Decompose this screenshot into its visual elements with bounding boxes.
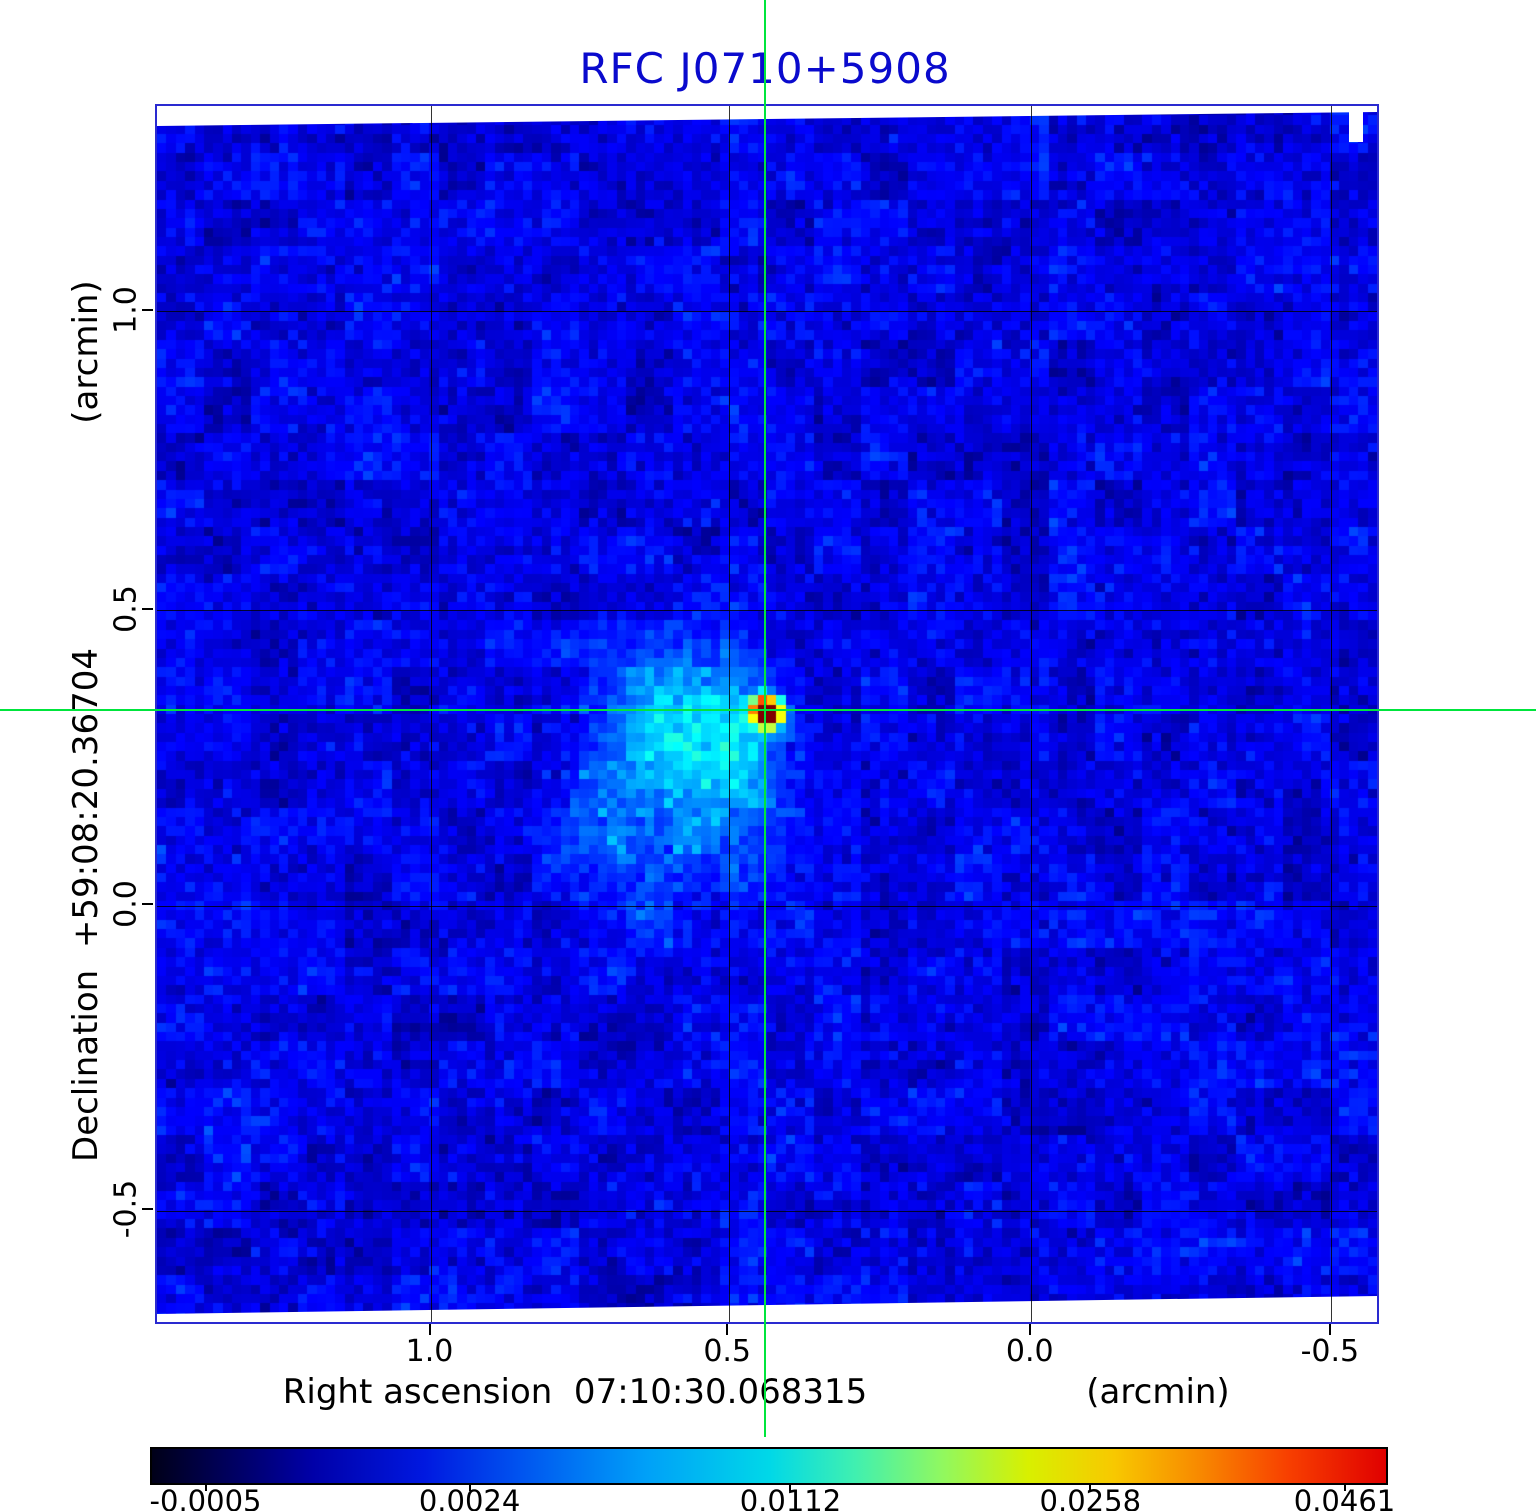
crosshair-horizontal-line	[0, 709, 1536, 711]
y-tick-label: 0.0	[108, 880, 144, 928]
colorbar-tick-mark	[204, 1483, 207, 1491]
x-tick-label: 0.0	[1005, 1334, 1054, 1369]
x-tick-mark	[1328, 1324, 1331, 1335]
x-axis-unit-label: (arcmin)	[1086, 1372, 1230, 1412]
x-tick-label: -0.5	[1300, 1334, 1360, 1369]
y-tick-mark	[142, 607, 153, 610]
colorbar	[150, 1447, 1388, 1485]
colorbar-tick-label: 0.0258	[1039, 1484, 1142, 1511]
x-gridline	[431, 106, 432, 1322]
colorbar-tick-label: 0.0024	[418, 1484, 521, 1511]
colorbar-tick-mark	[468, 1483, 471, 1491]
x-tick-mark	[428, 1324, 431, 1335]
y-gridline	[157, 610, 1377, 612]
x-tick-label: 0.5	[703, 1334, 752, 1369]
colorbar-tick-mark	[1343, 1483, 1346, 1491]
y-tick-mark	[142, 308, 153, 311]
colorbar-tick-mark	[1089, 1483, 1092, 1491]
y-tick-mark	[142, 903, 153, 906]
y-tick-label: -0.5	[108, 1180, 144, 1239]
sky-image-plot	[155, 104, 1379, 1324]
colorbar-tick-label: -0.0005	[149, 1484, 262, 1511]
y-axis-label: Declination +59:08:20.36704	[66, 648, 106, 1162]
y-tick-label: 1.0	[108, 285, 144, 334]
colorbar-gradient	[152, 1449, 1386, 1483]
y-gridline	[157, 311, 1377, 312]
x-tick-mark	[1028, 1324, 1031, 1335]
sky-image-canvas	[157, 106, 1377, 1322]
colorbar-tick-label: 0.0112	[739, 1484, 842, 1511]
x-tick-label: 1.0	[405, 1334, 454, 1369]
y-gridline	[157, 905, 1377, 907]
y-axis-unit-label: (arcmin)	[66, 280, 106, 424]
x-gridline	[1331, 106, 1333, 1322]
x-axis-label: Right ascension 07:10:30.068315	[282, 1372, 868, 1412]
colorbar-tick-mark	[789, 1483, 792, 1491]
colorbar-tick-label: 0.0461	[1293, 1484, 1396, 1511]
x-tick-mark	[726, 1324, 729, 1335]
crosshair-vertical-line	[764, 0, 766, 1437]
x-gridline	[728, 106, 730, 1322]
y-gridline	[157, 1210, 1377, 1212]
image-edge-white-notch	[1349, 106, 1363, 142]
y-tick-label: 0.5	[108, 584, 144, 633]
y-tick-mark	[142, 1208, 153, 1211]
x-gridline	[1031, 106, 1033, 1322]
